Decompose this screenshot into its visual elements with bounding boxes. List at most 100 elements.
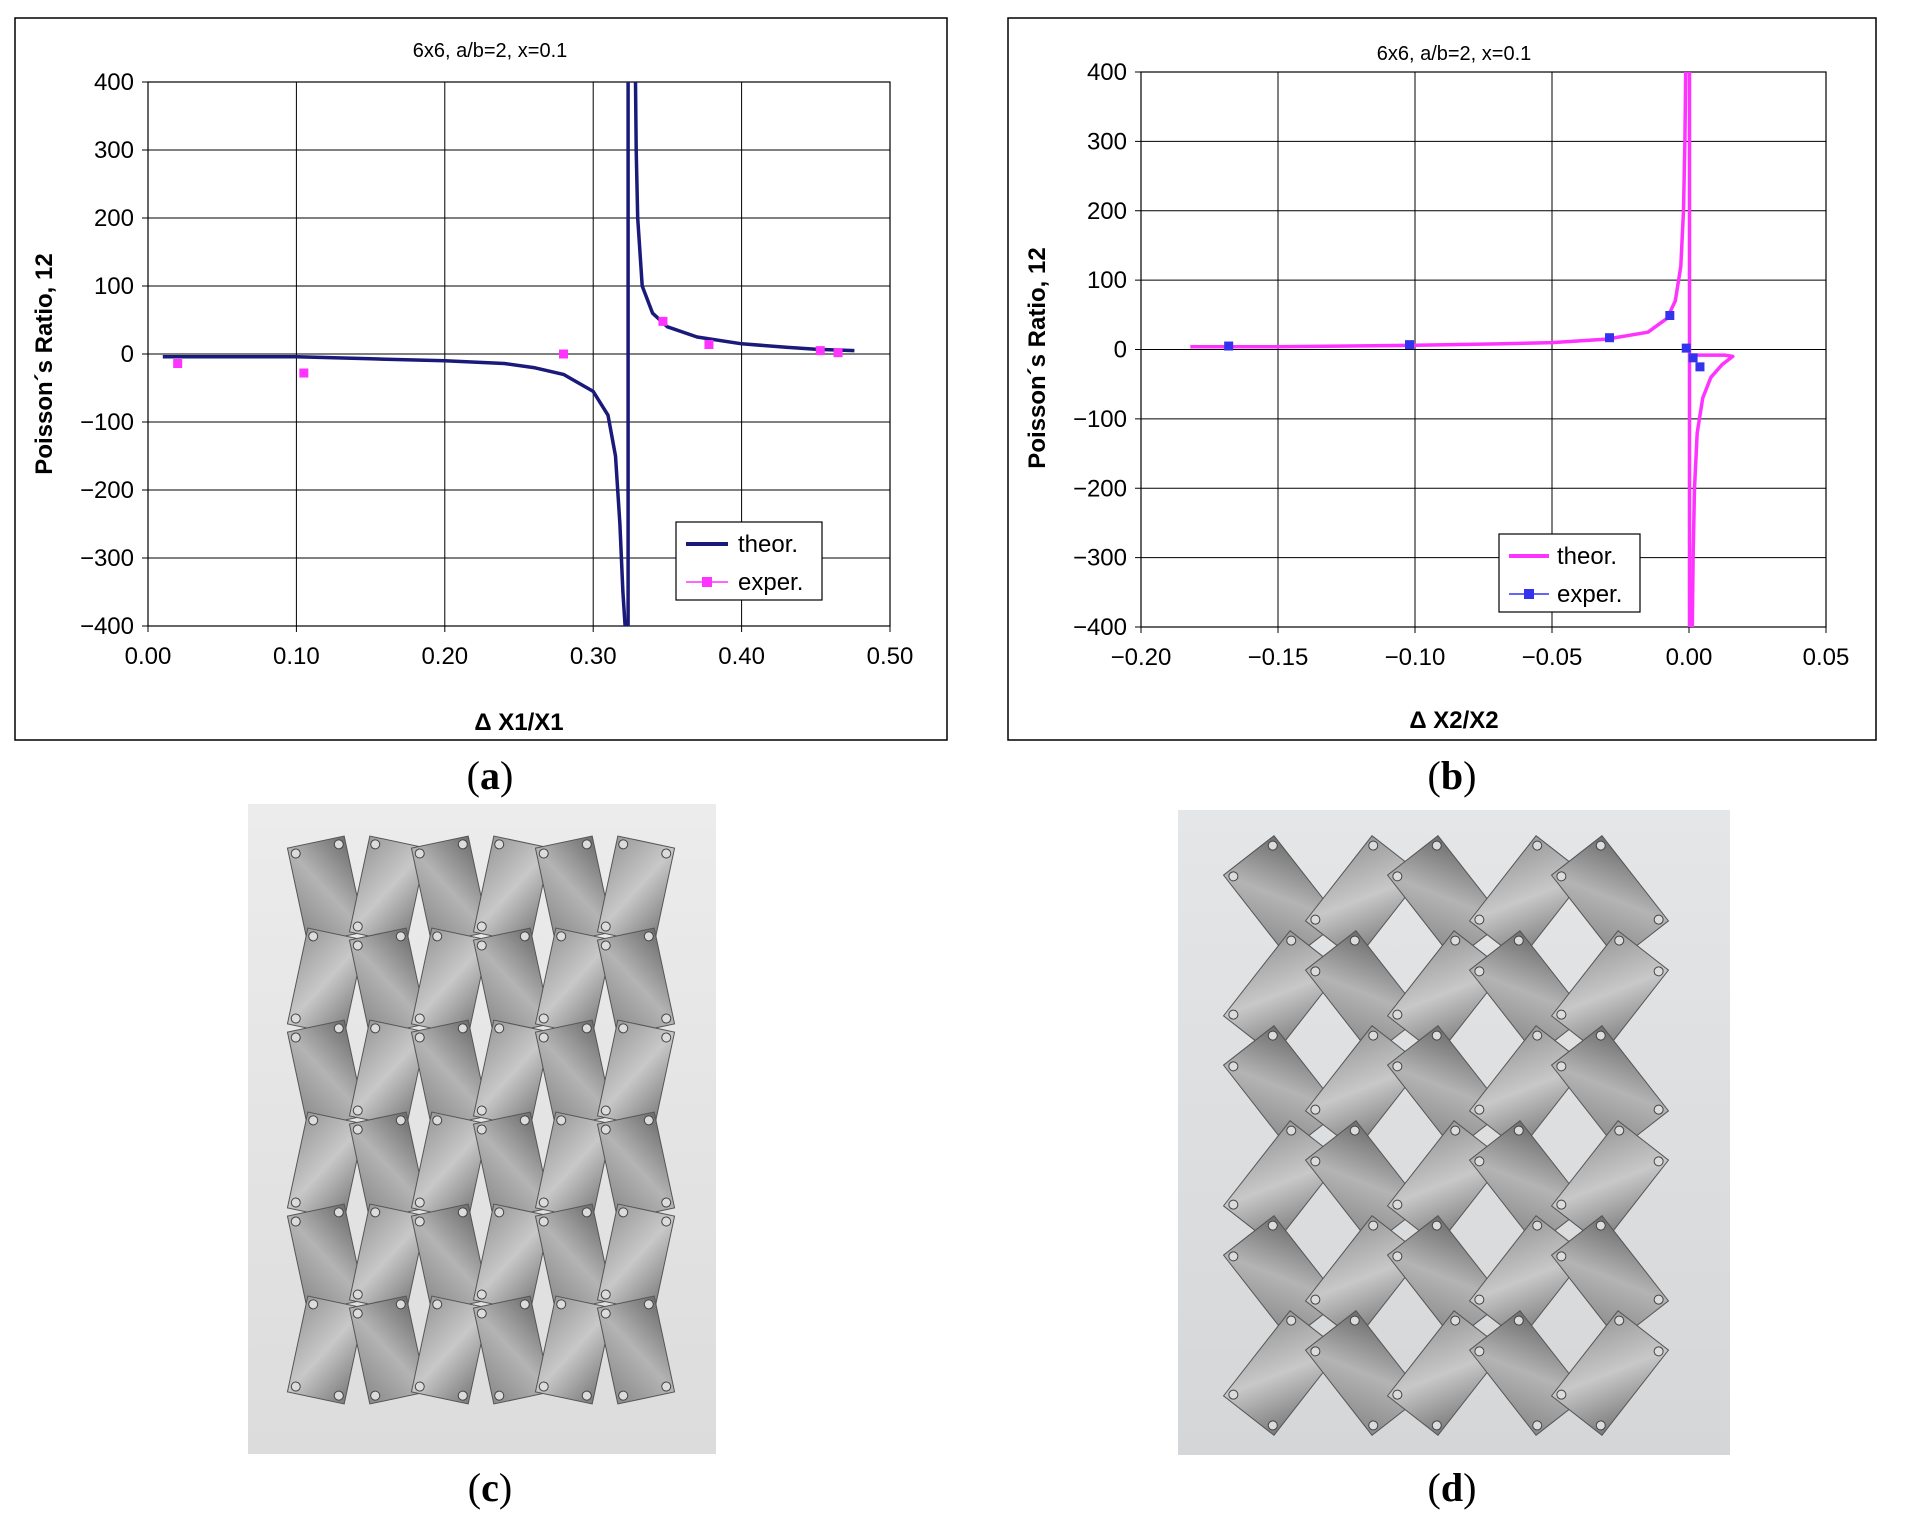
y-tick-label: 100 bbox=[94, 273, 134, 300]
photo-lattice-open bbox=[1178, 810, 1730, 1455]
plate-body bbox=[1304, 930, 1424, 1056]
rivet bbox=[538, 1013, 549, 1024]
rivet bbox=[370, 1023, 381, 1034]
y-axis-label: Poisson´s Ratio, 12 bbox=[31, 253, 58, 474]
y-tick-label: 100 bbox=[1087, 267, 1127, 294]
caption-letter: c bbox=[481, 1465, 499, 1510]
rivet bbox=[1310, 914, 1321, 925]
rivet bbox=[1513, 1125, 1524, 1136]
rivet bbox=[600, 1308, 611, 1319]
rivet bbox=[661, 1013, 672, 1024]
plate-body bbox=[472, 1295, 552, 1405]
rivet bbox=[600, 1289, 611, 1300]
legend: theor. exper. bbox=[1498, 533, 1641, 613]
lattice-plate bbox=[410, 927, 490, 1037]
rivet bbox=[1392, 1061, 1403, 1072]
rivet bbox=[333, 1023, 344, 1034]
exper-point-1 bbox=[173, 359, 183, 369]
rivet bbox=[618, 1023, 629, 1034]
y-tick-label: −300 bbox=[80, 545, 134, 572]
rivet bbox=[1513, 935, 1524, 946]
plate-body bbox=[410, 1295, 490, 1405]
rivet bbox=[432, 931, 443, 942]
rivet bbox=[600, 1124, 611, 1135]
rivet bbox=[1431, 1420, 1442, 1431]
y-tick-label: −400 bbox=[1073, 614, 1127, 641]
x-tick-label: 0.30 bbox=[570, 643, 617, 670]
rivet bbox=[370, 1390, 381, 1401]
rivet bbox=[476, 1289, 487, 1300]
x-tick-label: −0.10 bbox=[1385, 644, 1446, 671]
rivet bbox=[1595, 840, 1606, 851]
rivet bbox=[1267, 840, 1278, 851]
plate-body bbox=[596, 1295, 676, 1405]
rivet bbox=[476, 1124, 487, 1135]
rivet bbox=[457, 1023, 468, 1034]
rivet bbox=[1653, 966, 1664, 977]
rivet bbox=[1653, 1294, 1664, 1305]
plate-body bbox=[1550, 1025, 1670, 1151]
rivet bbox=[1474, 966, 1485, 977]
y-axis-label: Poisson´s Ratio, 12 bbox=[1024, 247, 1051, 468]
y-tick-label: 300 bbox=[1087, 128, 1127, 155]
rivet bbox=[1228, 1389, 1239, 1400]
y-tick-label: −300 bbox=[1073, 545, 1127, 572]
rivet bbox=[352, 1105, 363, 1116]
rivet bbox=[333, 839, 344, 850]
rivet bbox=[1532, 1220, 1543, 1231]
rivet bbox=[1614, 935, 1625, 946]
rivet bbox=[290, 1013, 301, 1024]
rivet bbox=[476, 940, 487, 951]
x-tick-label: −0.20 bbox=[1111, 644, 1172, 671]
rivet bbox=[1450, 935, 1461, 946]
rivet bbox=[581, 1207, 592, 1218]
rivet bbox=[333, 1207, 344, 1218]
rivet bbox=[1267, 1420, 1278, 1431]
rivet bbox=[1431, 840, 1442, 851]
rivet bbox=[1595, 1030, 1606, 1041]
rivet bbox=[1556, 1251, 1567, 1262]
rivet bbox=[1595, 1420, 1606, 1431]
rivet bbox=[1310, 1156, 1321, 1167]
rivet bbox=[432, 1299, 443, 1310]
lattice-plate bbox=[596, 1019, 676, 1129]
rivet bbox=[308, 931, 319, 942]
rivet bbox=[1392, 1251, 1403, 1262]
chart-frame bbox=[1007, 17, 1877, 741]
legend-theor-label: theor. bbox=[1557, 543, 1617, 570]
exper-point-3 bbox=[559, 349, 569, 359]
rivet bbox=[308, 1299, 319, 1310]
rivet bbox=[1310, 1104, 1321, 1115]
plate-body bbox=[348, 1295, 428, 1405]
rivet bbox=[290, 1216, 301, 1227]
y-tick-label: −200 bbox=[80, 477, 134, 504]
rivet bbox=[1368, 1420, 1379, 1431]
rivet bbox=[1286, 1125, 1297, 1136]
rivet bbox=[538, 1381, 549, 1392]
rivet bbox=[290, 1381, 301, 1392]
rivet bbox=[494, 1207, 505, 1218]
rivet bbox=[352, 1308, 363, 1319]
rivet bbox=[1474, 1156, 1485, 1167]
rivet bbox=[600, 940, 611, 951]
chart-a: 6x6, a/b=2, x=0.1 0.00 0.10 0.20 0.30 0.40 0.… bbox=[14, 17, 948, 741]
y-tick-label: −100 bbox=[80, 409, 134, 436]
rivet bbox=[581, 1023, 592, 1034]
plate-body bbox=[1386, 1215, 1506, 1341]
x-tick-label: 0.00 bbox=[125, 643, 172, 670]
caption-letter: a bbox=[480, 753, 500, 798]
rivet bbox=[1614, 1315, 1625, 1326]
plate-body bbox=[1550, 1215, 1670, 1341]
rivet bbox=[1310, 1294, 1321, 1305]
y-tick-label: 200 bbox=[1087, 198, 1127, 225]
rivet bbox=[538, 1197, 549, 1208]
photo-lattice-closed bbox=[248, 804, 716, 1454]
theor-line-branch-3 bbox=[1690, 353, 1735, 628]
rivet bbox=[1556, 871, 1567, 882]
plate-body bbox=[1468, 835, 1588, 961]
plate-body bbox=[1468, 1025, 1588, 1151]
chart-title: 6x6, a/b=2, x=0.1 bbox=[413, 40, 568, 62]
lattice-plate bbox=[348, 1295, 428, 1405]
legend-exper-marker bbox=[702, 577, 712, 587]
plate-body bbox=[1550, 835, 1670, 961]
